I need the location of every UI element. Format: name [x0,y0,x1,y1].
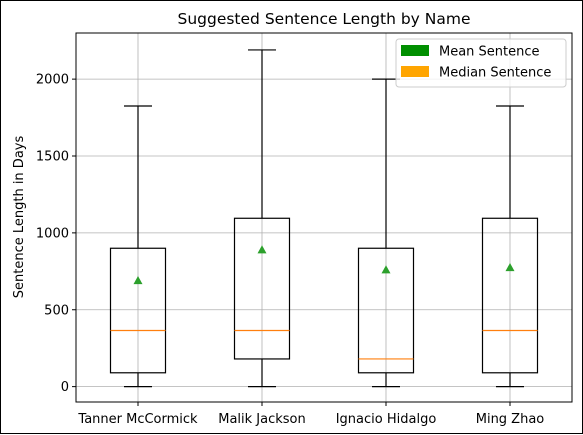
y-axis-label: Sentence Length in Days [12,136,27,299]
box-1 [233,49,291,388]
box-body [233,217,291,360]
mean-marker [257,245,267,254]
mean-marker [381,265,391,274]
grid-lines [76,33,572,402]
box-0 [109,105,167,388]
box-body [357,247,415,374]
y-tick-label: 1000 [36,226,69,241]
mean-marker [505,262,515,272]
x-tick-label: Malik Jackson [218,412,306,427]
legend-label: Median Sentence [439,66,551,81]
x-axis-ticks: Tanner McCormick Malik Jackson Ignacio Hid… [77,402,544,427]
legend-box [395,38,567,88]
box-2 [357,78,415,388]
y-axis-ticks: 0 500 1000 1500 2000 [36,73,76,395]
box-body [481,217,539,374]
x-tick-label: Tanner McCormick [77,412,198,427]
y-tick-label: 2000 [36,73,69,88]
x-tick-label: Ignacio Hidalgo [336,412,437,427]
chart-title: Suggested Sentence Length by Name [177,10,470,28]
y-tick-label: 0 [61,380,69,395]
y-tick-label: 500 [44,303,69,318]
legend-swatch [401,45,429,56]
box-3 [481,105,539,388]
mean-marker [133,276,143,285]
legend: Mean Sentence Median Sentence [395,38,567,88]
legend-swatch [401,66,429,77]
box-body [109,247,167,374]
plot-area [75,32,573,403]
legend-label: Mean Sentence [439,45,540,60]
x-tick-label: Ming Zhao [476,412,545,427]
box-plot-series [109,49,539,388]
y-tick-label: 1500 [36,150,69,165]
